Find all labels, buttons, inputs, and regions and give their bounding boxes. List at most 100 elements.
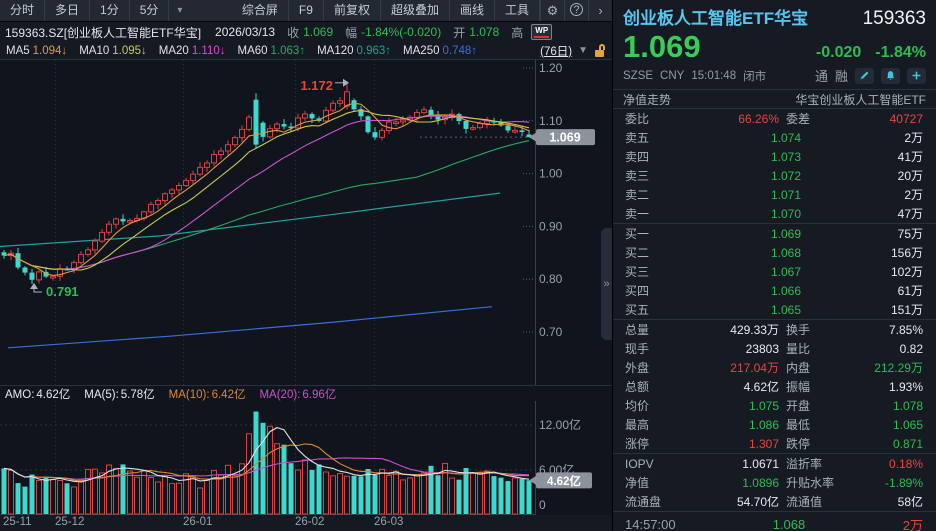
unlock-icon[interactable] xyxy=(594,44,606,57)
order-book-row[interactable]: 卖一 1.070 47万 xyxy=(613,204,936,223)
stat-row: 现手 23803 量比 0.82 xyxy=(613,339,936,358)
alert-button[interactable] xyxy=(881,67,900,84)
book-level-label: 买四 xyxy=(625,284,650,298)
book-price: 1.072 xyxy=(770,168,801,183)
order-book-row[interactable]: 买五 1.065 151万 xyxy=(613,300,936,319)
bid-levels: 买一 1.069 75万 买二 1.068 156万 买三 1.067 102万 买四 1.066 6… xyxy=(613,224,936,319)
turnover-label: MA(10): xyxy=(168,388,210,401)
toolbar-menu-item[interactable]: F9 xyxy=(289,0,324,21)
order-book-row[interactable]: 卖三 1.072 20万 xyxy=(613,166,936,185)
book-divider xyxy=(613,223,936,224)
stat-label: 现手 xyxy=(625,342,650,356)
order-book-row[interactable]: 买二 1.068 156万 xyxy=(613,243,936,262)
date-axis-label: 26-02 xyxy=(295,516,325,528)
stat-value: 429.33万 xyxy=(730,323,779,337)
toolbar-menu-item[interactable]: 前复权 xyxy=(324,0,381,21)
stat-value: 58亿 xyxy=(897,495,923,509)
ma-value: 0.748↑ xyxy=(442,44,478,57)
ma-legend-bar: MA5 1.094↓ MA10 1.095↓ MA20 1.110↓ MA60 1.063↑ M… xyxy=(0,42,612,60)
margin-tag-tong: 通 xyxy=(814,69,828,84)
ma-legend-item: MA250 0.748↑ xyxy=(403,45,477,57)
toolbar-tab[interactable]: 1分 xyxy=(90,0,130,21)
stat-label: 总额 xyxy=(625,380,650,394)
ma-value: 1.063↑ xyxy=(270,44,306,57)
stat-label: 振幅 xyxy=(786,380,811,394)
stat-label: 跌停 xyxy=(786,437,811,451)
toolbar-menu-item[interactable]: 工具 xyxy=(495,0,540,21)
svg-text:1.20: 1.20 xyxy=(539,61,563,75)
candlestick-chart[interactable]: 1.20 1.10 1.00 0.90 0.80 0.70 1.069 1.172 0.791 … xyxy=(0,60,612,385)
stat-row: IOPV 1.0671 溢折率 0.18% xyxy=(613,454,936,473)
edit-button[interactable] xyxy=(855,67,874,84)
turnover-legend-item: MA(20): 6.96亿 xyxy=(259,386,336,402)
stat-label: 外盘 xyxy=(625,361,650,375)
weibi-row: 委比 66.26% 委差 40727 xyxy=(613,109,936,128)
turnover-value: 6.96亿 xyxy=(302,388,337,401)
svg-text:4.62亿: 4.62亿 xyxy=(547,474,581,488)
ma-label: MA5 xyxy=(6,44,30,57)
order-book-row[interactable]: 卖五 1.074 2万 xyxy=(613,128,936,147)
market-status: 闭市 xyxy=(743,70,767,83)
svg-text:0: 0 xyxy=(539,498,546,512)
book-qty: 2万 xyxy=(904,188,923,202)
order-book-row[interactable]: 卖四 1.073 41万 xyxy=(613,147,936,166)
svg-text:0.80: 0.80 xyxy=(539,272,563,286)
ma-legend-item: MA20 1.110↓ xyxy=(159,45,226,57)
tick-price: 1.068 xyxy=(772,516,806,531)
panel-collapse-handle[interactable]: » xyxy=(601,228,612,340)
stat-value: 0.18% xyxy=(888,456,923,471)
order-book-row[interactable]: 买一 1.069 75万 xyxy=(613,224,936,243)
weibi-label: 委比 xyxy=(625,112,650,126)
toolbar-tab[interactable]: 5分 xyxy=(130,0,170,21)
order-book-row[interactable]: 买四 1.066 61万 xyxy=(613,281,936,300)
nav-value-row[interactable]: 净值走势 华宝创业板人工智能ETF xyxy=(613,89,936,109)
toolbar-menu-item[interactable]: 综合屏 xyxy=(232,0,289,21)
nav-fund-name: 华宝创业板人工智能ETF xyxy=(795,92,926,107)
book-qty: 102万 xyxy=(890,265,923,279)
book-qty: 2万 xyxy=(904,131,923,145)
book-level-label: 卖一 xyxy=(625,207,650,221)
svg-text:0.70: 0.70 xyxy=(539,325,563,339)
order-book-row[interactable]: 买三 1.067 102万 xyxy=(613,262,936,281)
toolbar-menu-item[interactable]: 画线 xyxy=(450,0,495,21)
lock-body xyxy=(595,50,604,57)
book-qty: 41万 xyxy=(897,150,923,164)
toolbar-tab[interactable]: 分时 xyxy=(0,0,46,21)
svg-text:1.00: 1.00 xyxy=(539,167,563,181)
stat-value: 54.70亿 xyxy=(736,495,779,509)
ma-label: MA250 xyxy=(403,44,440,57)
stat-label: 流通值 xyxy=(786,495,823,509)
currency-label: CNY xyxy=(660,69,685,82)
stat-label: 均价 xyxy=(625,399,650,413)
close-label: 收 xyxy=(287,25,300,40)
help-icon[interactable]: ? xyxy=(564,0,588,21)
collapse-chart-icon[interactable]: ▼ xyxy=(578,45,588,56)
stat-value: 1.065 xyxy=(892,417,923,432)
range-value: -1.84%(-0.020) xyxy=(361,25,442,39)
price-change-pct: -1.84% xyxy=(875,44,926,61)
ma-label: MA60 xyxy=(237,44,268,57)
tick-qty: 2万 xyxy=(902,517,923,531)
book-price: 1.071 xyxy=(770,187,801,202)
stat-label: 最低 xyxy=(786,418,811,432)
timeframe-dropdown-caret[interactable]: ▾ xyxy=(177,5,183,16)
stat-row: 净值 1.0896 升贴水率 -1.89% xyxy=(613,473,936,492)
order-book-row[interactable]: 卖二 1.071 2万 xyxy=(613,185,936,204)
book-level-label: 卖二 xyxy=(625,188,650,202)
visible-period-label[interactable]: (76日) xyxy=(540,45,573,58)
exchange-label: SZSE xyxy=(623,69,654,82)
toolbar-tab[interactable]: 多日 xyxy=(45,0,91,21)
wp-tool-icon[interactable]: WP xyxy=(531,24,553,40)
book-price: 1.068 xyxy=(770,245,801,260)
volume-chart[interactable]: 12.00亿 6.00亿 0 4.62亿 xyxy=(0,401,612,515)
last-tick-row[interactable]: 14:57:00 1.068 2万 xyxy=(613,511,936,531)
stat-value: 1.0671 xyxy=(742,456,779,471)
book-price: 1.069 xyxy=(770,226,801,241)
settings-gear-icon[interactable]: ⚙ xyxy=(540,0,564,21)
add-watchlist-button[interactable] xyxy=(907,67,926,84)
toolbar-menu-item[interactable]: 超级叠加 xyxy=(381,0,450,21)
book-level-label: 买一 xyxy=(625,227,650,241)
toolbar-more-icon[interactable]: › xyxy=(588,0,612,21)
stat-label: 涨停 xyxy=(625,437,650,451)
stat-label: 内盘 xyxy=(786,361,811,375)
